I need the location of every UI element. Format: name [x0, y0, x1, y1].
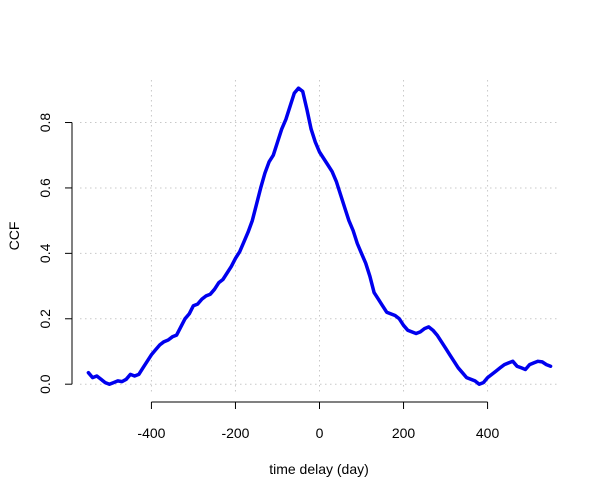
- x-tick-label: -200: [221, 425, 249, 441]
- y-tick-label: 0.8: [37, 113, 53, 133]
- axes: -400 -200 0 200 400 0.0 0.2 0.4 0.6 0.8: [37, 113, 499, 441]
- x-tick-label: 200: [392, 425, 416, 441]
- x-tick-label: -400: [137, 425, 165, 441]
- x-axis-title: time delay (day): [269, 461, 369, 477]
- y-tick-label: 0.2: [37, 309, 53, 329]
- y-axis-title: CCF: [6, 222, 22, 251]
- x-tick-label: 0: [316, 425, 324, 441]
- series-layer: [86, 86, 553, 386]
- ccf-series-line: [86, 86, 553, 386]
- y-tick-label: 0.0: [37, 374, 53, 394]
- y-tick-label: 0.4: [37, 243, 53, 263]
- y-tick-label: 0.6: [37, 178, 53, 198]
- grid: [80, 80, 559, 394]
- x-tick-label: 400: [476, 425, 500, 441]
